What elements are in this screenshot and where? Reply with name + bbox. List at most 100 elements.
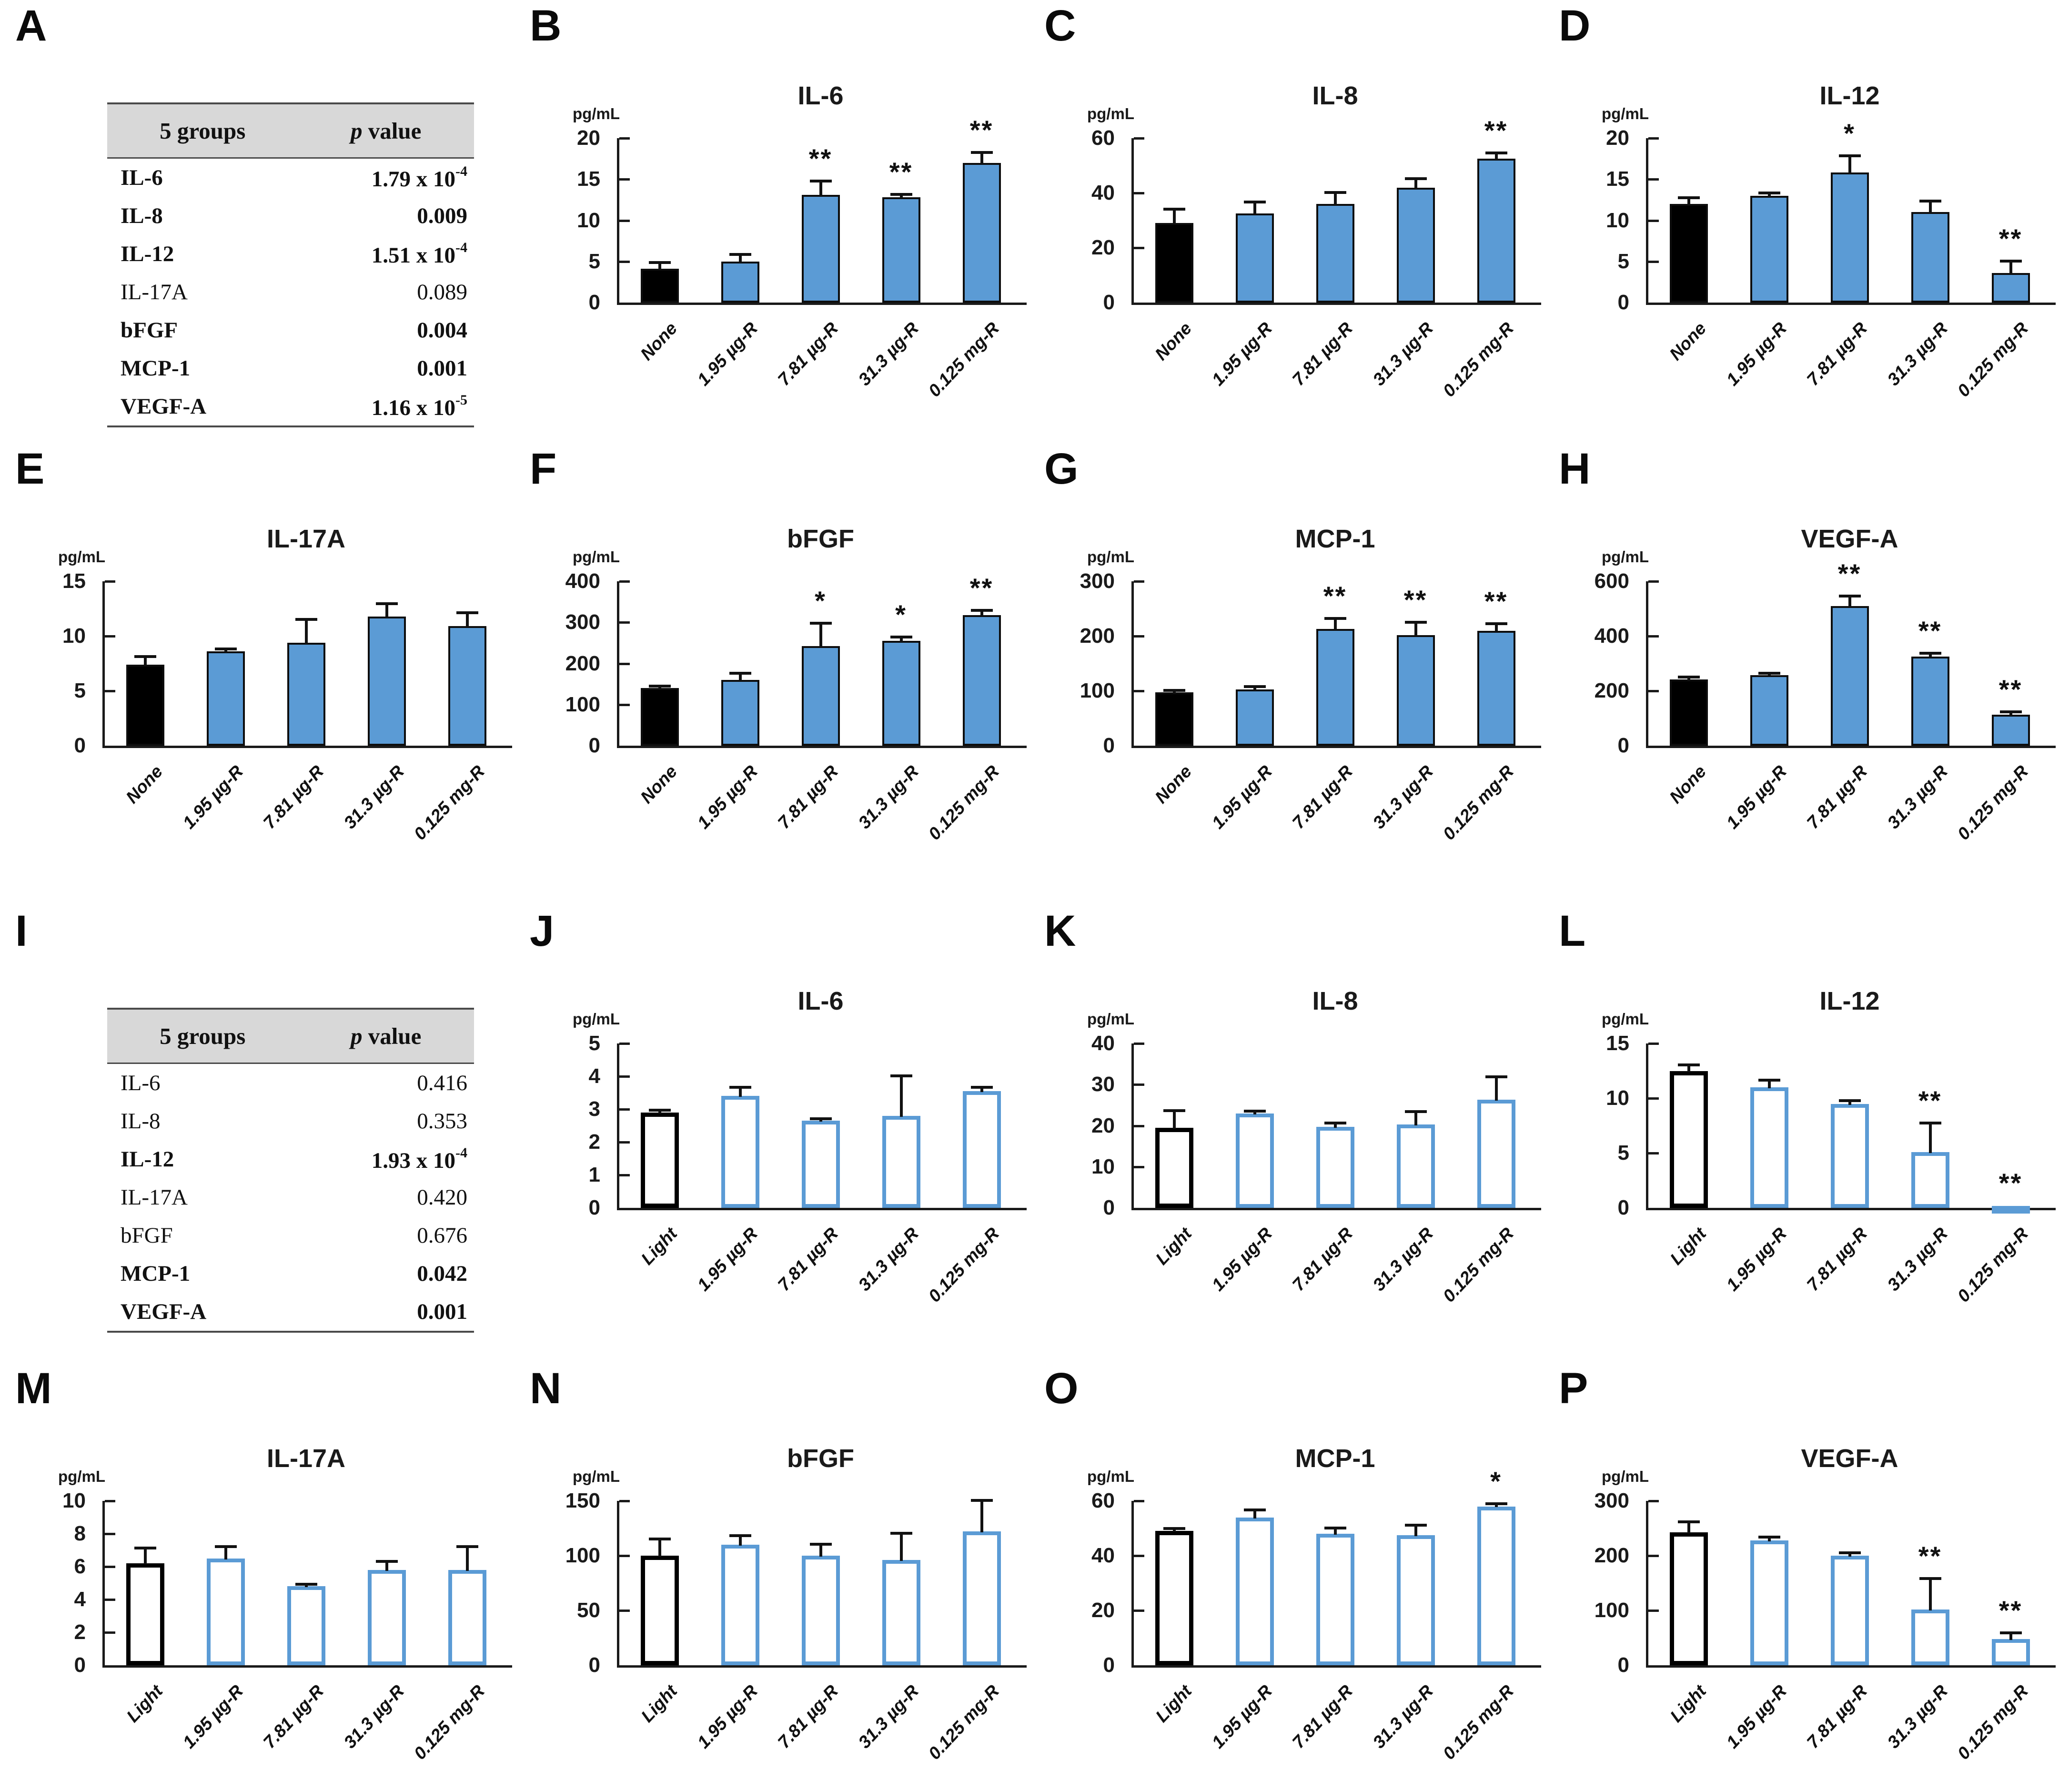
y-tick-label: 5 bbox=[1617, 1141, 1629, 1164]
error-bar-stem bbox=[738, 254, 742, 263]
error-bar-cap bbox=[809, 1543, 832, 1546]
y-tick-label: 0 bbox=[1617, 1653, 1629, 1677]
error-bar-stem bbox=[1494, 1077, 1498, 1101]
chart-title: bFGF bbox=[787, 1444, 854, 1473]
panel-letter: O bbox=[1044, 1364, 1079, 1413]
p-value-mantissa: 0.001 bbox=[417, 356, 467, 381]
error-bar-stem bbox=[1928, 654, 1932, 658]
p-value-mantissa: 0.004 bbox=[417, 318, 467, 343]
row-label: IL-6 bbox=[121, 1071, 161, 1095]
bar bbox=[962, 615, 1001, 746]
error-bar-stem bbox=[1848, 1101, 1851, 1105]
error-bar-stem bbox=[1687, 198, 1690, 205]
row-label: MCP-1 bbox=[121, 1261, 191, 1286]
y-axis bbox=[102, 581, 105, 748]
error-bar-stem bbox=[1848, 1553, 1851, 1557]
y-tick-label: 3 bbox=[588, 1097, 600, 1121]
bar bbox=[1316, 204, 1354, 303]
y-unit-label: pg/mL bbox=[1087, 1010, 1134, 1028]
chart-title: IL-8 bbox=[1312, 987, 1358, 1015]
table-row: IL-8 0.009 bbox=[107, 197, 474, 235]
error-bar-stem bbox=[658, 263, 661, 270]
error-bar-cap bbox=[456, 1545, 478, 1548]
y-axis bbox=[617, 581, 619, 748]
row-label: VEGF-A bbox=[121, 1299, 207, 1324]
p-value-mantissa: 1.93 x 10 bbox=[371, 1148, 455, 1173]
y-tick-label: 10 bbox=[1091, 1154, 1115, 1178]
y-axis bbox=[1646, 138, 1648, 305]
error-bar-cap bbox=[375, 602, 398, 606]
significance-marker: ** bbox=[1403, 585, 1428, 615]
y-tick-label: 200 bbox=[565, 651, 600, 675]
error-bar-stem bbox=[385, 1561, 388, 1571]
error-bar-stem bbox=[143, 657, 147, 666]
y-tick-mark bbox=[105, 580, 115, 583]
p-value-mantissa: 0.353 bbox=[417, 1109, 467, 1134]
error-bar-stem bbox=[1414, 179, 1417, 189]
x-axis bbox=[617, 1665, 1027, 1668]
p-value-mantissa: 0.042 bbox=[417, 1261, 467, 1286]
y-tick-label: 0 bbox=[74, 734, 86, 757]
bar bbox=[1235, 213, 1274, 303]
table-row: VEGF-A 1.16 x 10-5 bbox=[107, 387, 474, 425]
bar bbox=[206, 1558, 245, 1665]
error-bar-stem bbox=[1253, 1510, 1256, 1519]
chart-title: IL-8 bbox=[1312, 81, 1358, 110]
error-bar-cap bbox=[890, 193, 912, 196]
chart-title: bFGF bbox=[787, 525, 854, 553]
y-tick-mark bbox=[619, 1141, 630, 1144]
y-tick-mark bbox=[1134, 1124, 1144, 1127]
significance-marker: * bbox=[895, 599, 907, 630]
significance-marker: ** bbox=[1484, 586, 1508, 616]
bar bbox=[1396, 1124, 1435, 1208]
error-bar-cap bbox=[1243, 1509, 1266, 1512]
y-tick-mark bbox=[619, 621, 630, 624]
bar bbox=[882, 197, 920, 303]
chart-title: MCP-1 bbox=[1295, 1444, 1375, 1473]
error-bar-stem bbox=[1687, 1065, 1690, 1072]
error-bar-cap bbox=[1485, 1075, 1507, 1078]
y-tick-label: 5 bbox=[1617, 249, 1629, 273]
error-bar-stem bbox=[738, 1088, 742, 1097]
table-row: MCP-1 0.042 bbox=[107, 1255, 474, 1293]
row-label: IL-8 bbox=[121, 203, 163, 228]
panel-B: B IL-6 pg/mL 0 5 10 15 20 None 1.95 µg-R ** 7.81 µg… bbox=[530, 1, 1029, 453]
y-tick-label: 30 bbox=[1091, 1073, 1115, 1096]
error-bar-cap bbox=[1838, 154, 1861, 157]
panel-letter: E bbox=[15, 445, 45, 493]
bar bbox=[1750, 1540, 1788, 1665]
value-text: value bbox=[362, 118, 422, 144]
error-bar-stem bbox=[1848, 596, 1851, 607]
bar bbox=[1830, 172, 1869, 303]
significance-marker: ** bbox=[1998, 674, 2023, 705]
error-bar-cap bbox=[1324, 1122, 1346, 1125]
error-bar-cap bbox=[295, 618, 317, 621]
y-tick-mark bbox=[105, 1566, 115, 1568]
error-bar-stem bbox=[1172, 691, 1176, 694]
y-tick-mark bbox=[619, 662, 630, 665]
significance-marker: * bbox=[1490, 1466, 1502, 1496]
y-tick-mark bbox=[1648, 178, 1659, 181]
error-bar-cap bbox=[1324, 617, 1346, 620]
y-tick-label: 0 bbox=[1103, 1653, 1115, 1677]
y-tick-mark bbox=[1134, 1165, 1144, 1168]
error-bar-stem bbox=[980, 1088, 983, 1093]
y-tick-mark bbox=[1134, 192, 1144, 194]
x-axis bbox=[1131, 1208, 1541, 1210]
table-header-pvalue: p value bbox=[298, 117, 474, 144]
error-bar-cap bbox=[1999, 259, 2022, 263]
panel-letter: J bbox=[530, 907, 555, 955]
x-axis bbox=[102, 746, 512, 748]
chart-title: IL-12 bbox=[1819, 987, 1880, 1015]
table-bottom-rule bbox=[107, 1331, 474, 1333]
bar bbox=[1396, 635, 1435, 746]
error-bar-stem bbox=[465, 613, 469, 628]
bar bbox=[801, 646, 840, 746]
error-bar-cap bbox=[1485, 151, 1507, 154]
y-axis bbox=[617, 138, 619, 305]
bar bbox=[1991, 715, 2030, 746]
error-bar-stem bbox=[1767, 1538, 1771, 1541]
y-tick-mark bbox=[619, 260, 630, 263]
y-tick-mark bbox=[1134, 1555, 1144, 1557]
